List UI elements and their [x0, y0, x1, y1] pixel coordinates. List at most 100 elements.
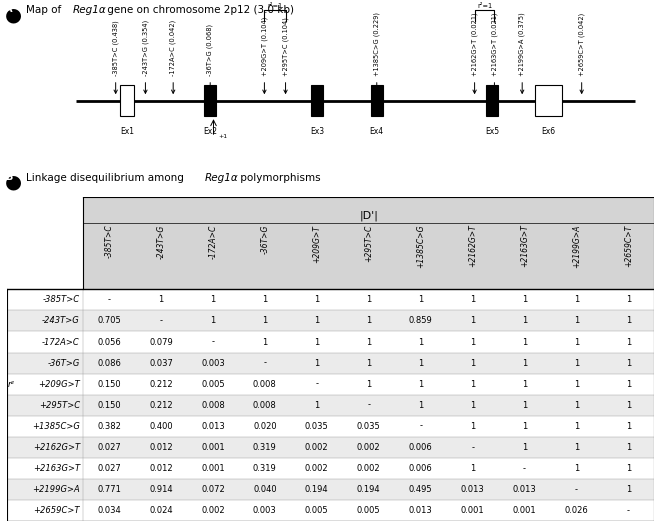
Text: -172A>C: -172A>C: [42, 338, 80, 347]
Text: 0.006: 0.006: [408, 464, 432, 473]
Text: polymorphisms: polymorphisms: [237, 173, 321, 183]
Text: 0.194: 0.194: [357, 484, 381, 494]
Text: gene on chromosome 2p12 (3.0 kb): gene on chromosome 2p12 (3.0 kb): [104, 5, 294, 15]
Bar: [7, 416, 654, 437]
Text: 1: 1: [314, 338, 319, 347]
Text: 0.072: 0.072: [201, 484, 225, 494]
Text: 0.914: 0.914: [149, 484, 173, 494]
Text: 1: 1: [314, 359, 319, 368]
Text: ●: ●: [5, 5, 22, 24]
Text: 1: 1: [366, 380, 371, 389]
Bar: [7, 310, 654, 331]
Text: -243T>G (0.354): -243T>G (0.354): [142, 20, 149, 76]
Text: 0.002: 0.002: [357, 443, 381, 452]
Text: 1: 1: [626, 443, 631, 452]
Text: 1: 1: [314, 296, 319, 305]
Text: +1385C>G: +1385C>G: [416, 225, 425, 268]
Text: 1: 1: [470, 296, 475, 305]
Text: 0.005: 0.005: [201, 380, 225, 389]
Text: 0.079: 0.079: [149, 338, 173, 347]
Text: 0.027: 0.027: [97, 443, 121, 452]
Text: +2162G>T (0.021): +2162G>T (0.021): [471, 13, 478, 76]
Text: +2199G>A: +2199G>A: [572, 225, 581, 268]
Text: 0.001: 0.001: [461, 505, 485, 515]
Text: +2162G>T: +2162G>T: [468, 225, 477, 268]
Text: 0.013: 0.013: [461, 484, 485, 494]
Text: 0.034: 0.034: [97, 505, 121, 515]
Text: 1: 1: [262, 317, 268, 326]
Text: Map of: Map of: [26, 5, 65, 15]
Text: 1: 1: [626, 380, 631, 389]
Text: r²=1: r²=1: [268, 3, 282, 8]
Text: +1385C>G (0.229): +1385C>G (0.229): [373, 13, 380, 76]
Text: Ex4: Ex4: [369, 127, 384, 136]
Text: Ex1: Ex1: [120, 127, 134, 136]
Bar: [7, 479, 654, 500]
Text: +295T>C (0.104): +295T>C (0.104): [282, 17, 289, 76]
Text: +2199G>A (0.375): +2199G>A (0.375): [519, 13, 525, 76]
Text: 1: 1: [210, 296, 215, 305]
Text: -: -: [159, 317, 163, 326]
Text: 0.705: 0.705: [97, 317, 121, 326]
Text: 0.027: 0.027: [97, 464, 121, 473]
Text: 1: 1: [366, 338, 371, 347]
Text: Ex6: Ex6: [541, 127, 556, 136]
Text: 1: 1: [522, 296, 527, 305]
Text: 1: 1: [574, 338, 579, 347]
Text: -172A>C (0.042): -172A>C (0.042): [170, 20, 176, 76]
Text: -: -: [263, 359, 266, 368]
Bar: [120, 85, 134, 116]
Text: -172A>C: -172A>C: [208, 225, 217, 259]
Bar: [486, 85, 498, 116]
Text: -243T>G: -243T>G: [157, 225, 165, 259]
Text: 0.008: 0.008: [201, 401, 225, 410]
Text: 0.859: 0.859: [408, 317, 432, 326]
Text: 1: 1: [159, 296, 163, 305]
Text: +2163G>T: +2163G>T: [32, 464, 80, 473]
Text: 1: 1: [470, 464, 475, 473]
Text: 0.001: 0.001: [201, 464, 225, 473]
Text: 0.056: 0.056: [97, 338, 121, 347]
Text: 0.150: 0.150: [97, 401, 121, 410]
Text: 0.319: 0.319: [253, 443, 277, 452]
Text: -: -: [523, 464, 526, 473]
Text: 1: 1: [366, 296, 371, 305]
Text: 0.150: 0.150: [97, 380, 121, 389]
Text: -36T>G: -36T>G: [48, 359, 80, 368]
Text: 1: 1: [366, 317, 371, 326]
Text: |D'|: |D'|: [360, 210, 378, 221]
Text: +2659C>T: +2659C>T: [33, 505, 80, 515]
Text: 1: 1: [574, 296, 579, 305]
Text: 1: 1: [574, 401, 579, 410]
Text: 0.020: 0.020: [253, 422, 277, 431]
Text: 0.008: 0.008: [253, 380, 277, 389]
Text: r²=1: r²=1: [477, 3, 492, 8]
Text: -36T>G: -36T>G: [260, 225, 269, 254]
Text: 1: 1: [262, 338, 268, 347]
Text: B: B: [5, 173, 13, 183]
Text: 0.212: 0.212: [149, 401, 173, 410]
Text: -: -: [108, 296, 110, 305]
Text: 1: 1: [210, 317, 215, 326]
Text: 1: 1: [366, 359, 371, 368]
Text: 1: 1: [522, 338, 527, 347]
Text: +2659C>T: +2659C>T: [624, 225, 633, 267]
Text: +1: +1: [218, 134, 227, 139]
Text: 0.013: 0.013: [408, 505, 432, 515]
Text: 0.003: 0.003: [201, 359, 225, 368]
Bar: [7, 394, 654, 416]
Text: Ex2: Ex2: [203, 127, 217, 136]
Text: 0.212: 0.212: [149, 380, 173, 389]
Text: -: -: [419, 422, 422, 431]
Text: 1: 1: [522, 359, 527, 368]
Bar: [535, 85, 562, 116]
Text: 0.024: 0.024: [149, 505, 173, 515]
Text: +2163G>T: +2163G>T: [520, 225, 529, 268]
Text: 1: 1: [522, 380, 527, 389]
Text: 0.001: 0.001: [513, 505, 536, 515]
Text: 1: 1: [574, 422, 579, 431]
Text: -385T>C: -385T>C: [104, 225, 114, 258]
Text: 0.771: 0.771: [97, 484, 121, 494]
Text: -36T>G (0.068): -36T>G (0.068): [207, 24, 214, 76]
Text: 1: 1: [522, 443, 527, 452]
